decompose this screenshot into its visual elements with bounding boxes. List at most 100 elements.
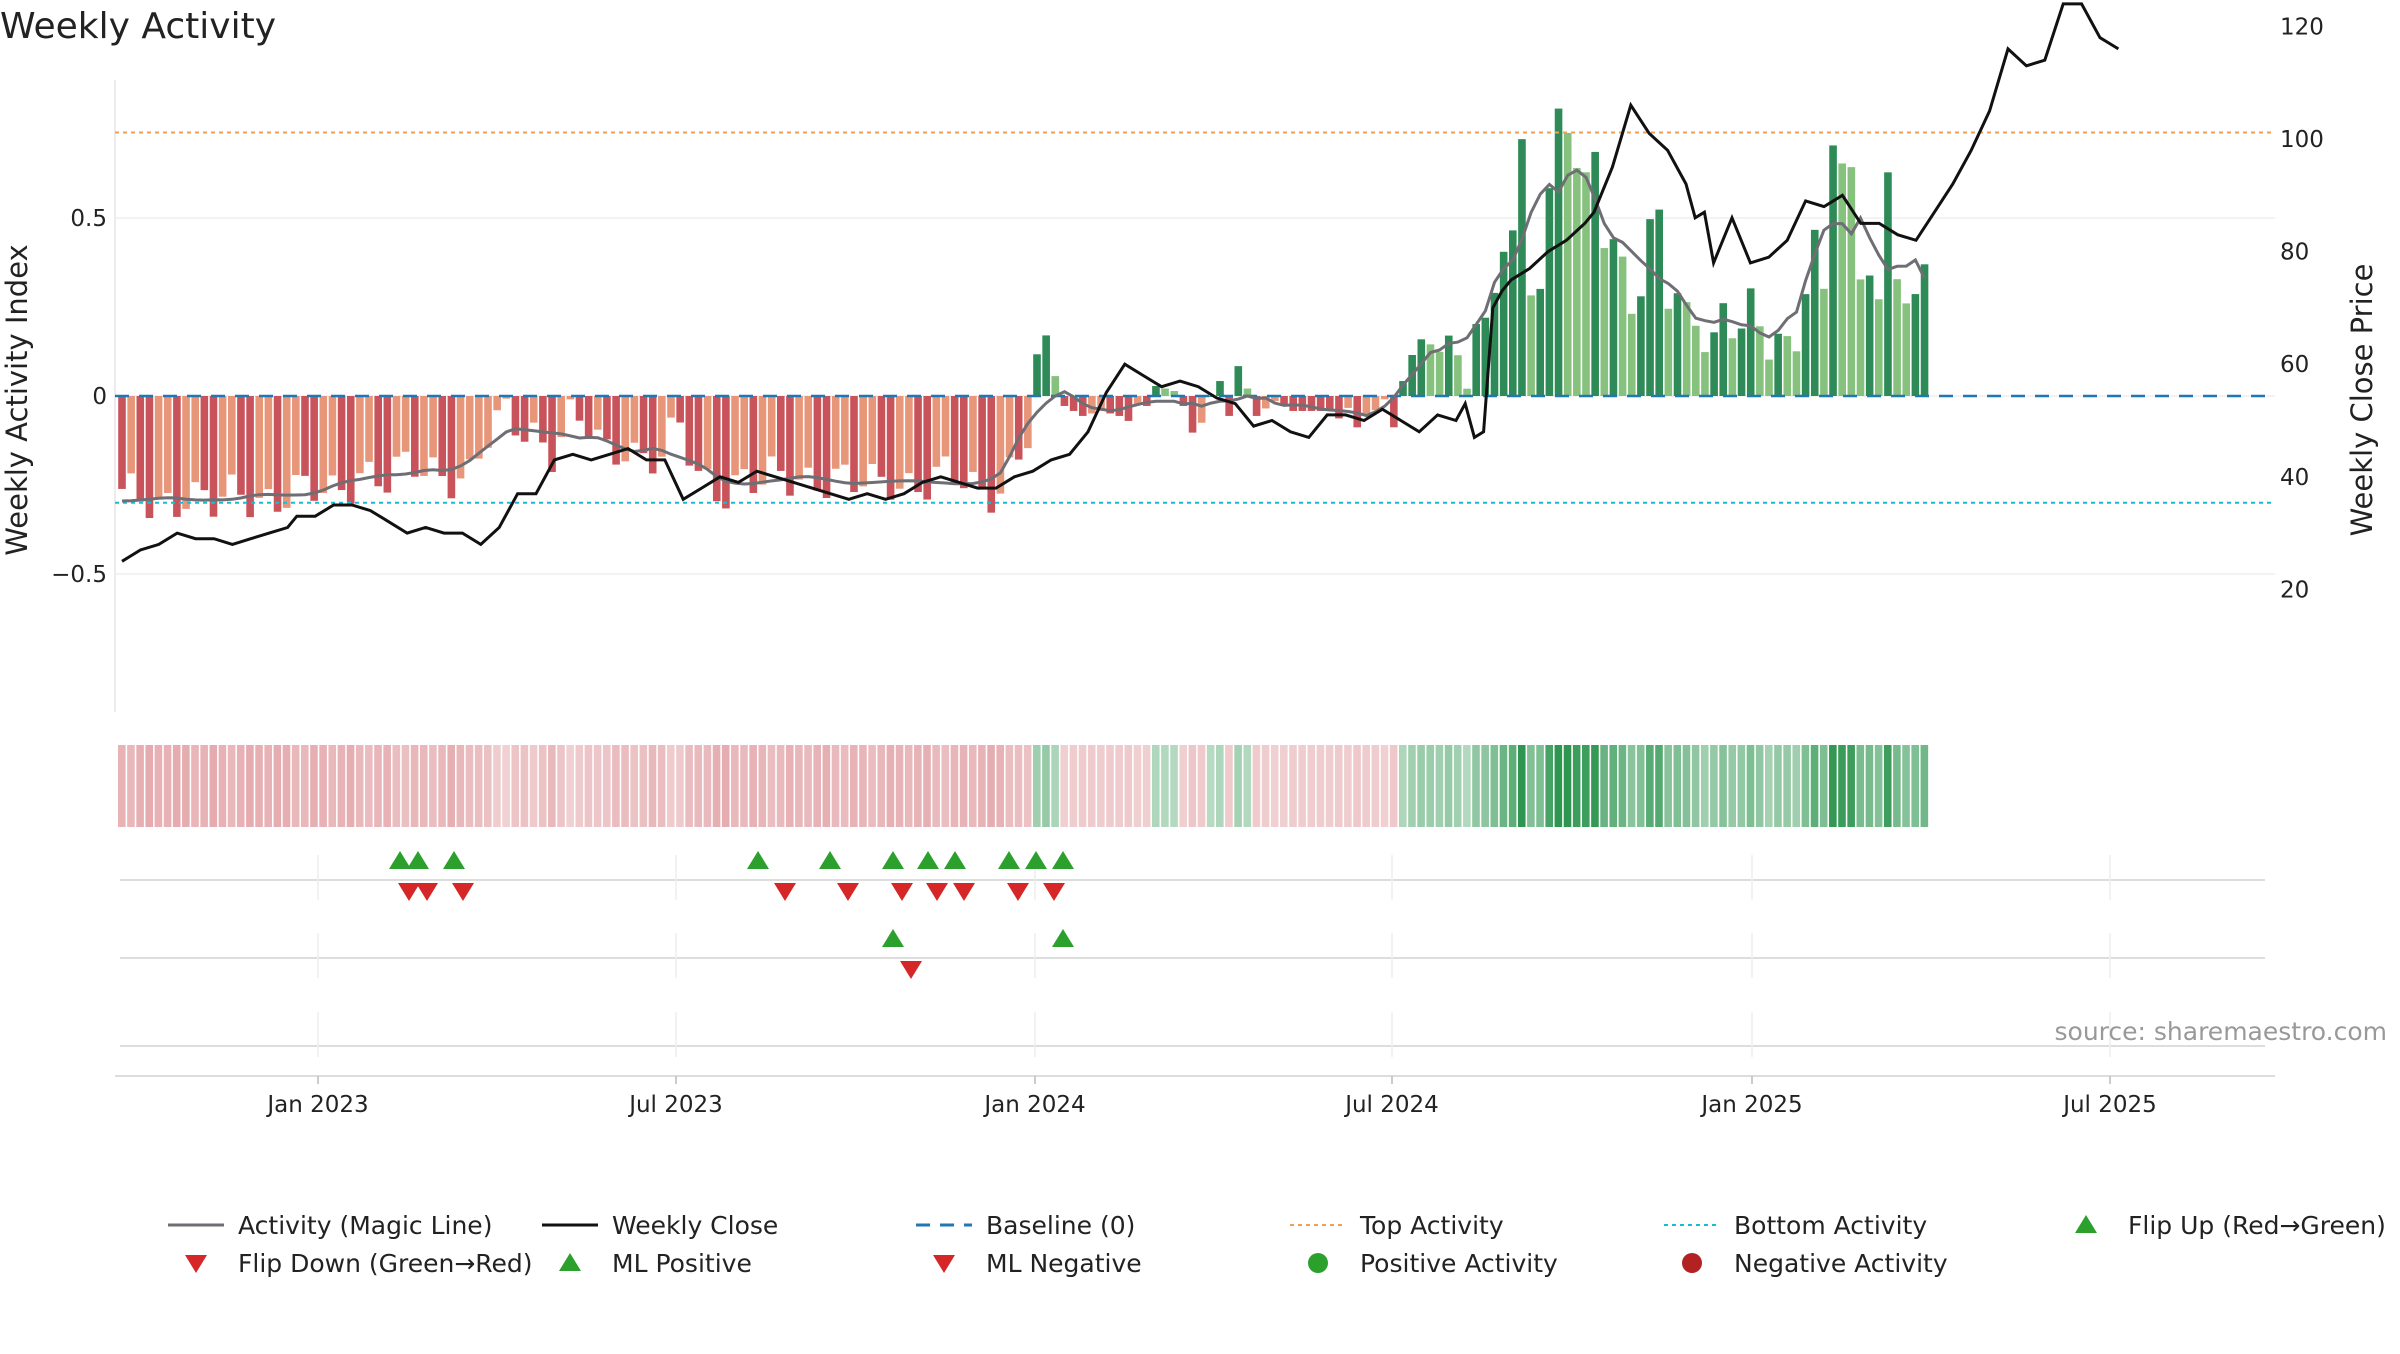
heat-cell — [804, 745, 812, 827]
activity-bar — [1225, 396, 1233, 416]
heat-cell — [1307, 745, 1316, 827]
activity-bar — [456, 396, 465, 479]
heat-cell — [1106, 745, 1114, 827]
flip-up-marker — [443, 851, 465, 869]
heat-cell — [941, 745, 950, 827]
heat-cell — [1444, 745, 1453, 827]
legend-label: Bottom Activity — [1734, 1211, 1927, 1240]
heat-cell — [667, 745, 675, 827]
heat-cell — [236, 745, 245, 827]
activity-bar — [1701, 352, 1709, 396]
heat-cell — [282, 745, 291, 827]
activity-bar — [1069, 396, 1078, 411]
heat-cell — [1362, 745, 1370, 827]
activity-bar — [841, 396, 849, 465]
activity-bar — [575, 396, 584, 421]
x-tick-label: Jan 2025 — [1699, 1092, 1802, 1118]
heat-cell — [840, 745, 849, 827]
heat-cell — [502, 745, 510, 827]
heat-cell — [1829, 745, 1837, 827]
heat-cell — [1426, 745, 1435, 827]
activity-bar — [484, 396, 492, 448]
activity-bar — [511, 396, 520, 436]
heat-cell — [246, 745, 254, 827]
activity-bar — [1042, 335, 1050, 396]
heat-cell — [1508, 745, 1517, 827]
activity-bar — [365, 396, 373, 462]
heat-cell — [118, 745, 126, 827]
heat-cell — [1033, 745, 1041, 827]
heat-cell — [1463, 745, 1471, 827]
heat-cell — [447, 745, 455, 827]
heat-cell — [1874, 745, 1883, 827]
activity-bar — [868, 396, 877, 464]
legend-triangle-down-icon — [933, 1255, 955, 1273]
activity-bar — [246, 396, 254, 518]
activity-bar — [1573, 168, 1581, 396]
flip-up-marker — [1052, 851, 1074, 869]
y-axis-left-label: Weekly Activity Index — [0, 244, 34, 555]
heat-cell — [1225, 745, 1233, 827]
heat-cell — [1691, 745, 1700, 827]
heat-cell — [877, 745, 886, 827]
series-lines — [121, 2, 2120, 563]
heat-cell — [1060, 745, 1069, 827]
heat-cell — [1746, 745, 1755, 827]
activity-bar — [1746, 288, 1755, 396]
activity-bar — [1380, 396, 1389, 400]
heat-cell — [227, 745, 236, 827]
activity-bar — [420, 396, 428, 476]
heat-cell — [374, 745, 382, 827]
activity-bar — [173, 396, 181, 517]
flip-up-marker — [917, 851, 939, 869]
heat-cell — [1371, 745, 1380, 827]
heat-cell — [1582, 745, 1590, 827]
flip-down-marker — [926, 883, 948, 901]
activity-bar — [1335, 396, 1343, 419]
activity-bar — [648, 396, 657, 474]
heat-cell — [593, 745, 602, 827]
heat-cell — [1490, 745, 1499, 827]
activity-bar — [740, 396, 748, 470]
x-tick-label: Jul 2025 — [2061, 1092, 2157, 1118]
activity-bar — [676, 396, 684, 423]
heat-cell — [712, 745, 721, 827]
heat-cell — [813, 745, 821, 827]
flip-up-marker — [389, 851, 411, 869]
activity-bar — [1582, 172, 1590, 396]
activity-bar — [1490, 292, 1499, 396]
heat-cell — [850, 745, 858, 827]
activity-bar — [1216, 381, 1224, 396]
heat-cell — [401, 745, 410, 827]
heat-cell — [1765, 745, 1773, 827]
x-tick-label: Jan 2023 — [265, 1092, 368, 1118]
heat-cell — [657, 745, 666, 827]
heat-cell — [740, 745, 748, 827]
heat-cell — [1270, 745, 1279, 827]
activity-bar — [1234, 366, 1243, 396]
flip-up-marker — [998, 851, 1020, 869]
activity-bar — [1243, 388, 1252, 396]
activity-bar — [1600, 248, 1609, 396]
activity-bar — [1188, 396, 1197, 433]
activity-bar — [1655, 209, 1663, 396]
heat-cell — [1197, 745, 1206, 827]
legend-circle-icon — [1308, 1253, 1328, 1273]
activity-bar — [282, 396, 291, 508]
legend-label: Activity (Magic Line) — [238, 1211, 492, 1240]
heat-cell — [1188, 745, 1197, 827]
activity-bar — [1646, 219, 1654, 396]
activity-bar — [630, 396, 639, 443]
activity-bar — [475, 396, 483, 459]
activity-bar — [1536, 288, 1545, 396]
legend-symbol — [1682, 1253, 1702, 1273]
heat-cell — [438, 745, 446, 827]
activity-bar — [1554, 108, 1563, 396]
heat-cell — [1920, 745, 1929, 827]
activity-bar — [1911, 294, 1920, 396]
activity-bar — [1197, 396, 1206, 423]
activity-bar — [667, 396, 675, 418]
legend-triangle-up-icon — [559, 1253, 581, 1271]
